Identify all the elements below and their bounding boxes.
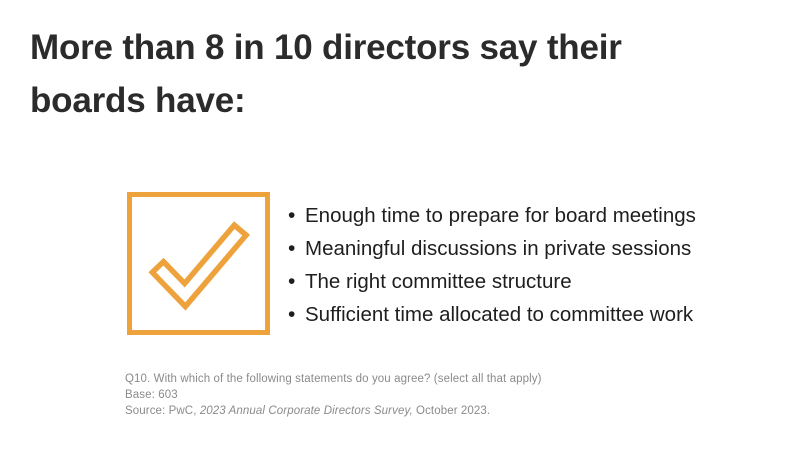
bullet-text: Sufficient time allocated to committee w… [305,303,694,326]
bullet-icon: • [288,237,296,260]
list-item: • Enough time to prepare for board meeti… [288,199,696,232]
bullet-icon: • [288,303,296,326]
list-item: • Sufficient time allocated to committee… [288,298,696,331]
bullet-text: The right committee structure [305,270,572,293]
footnote-source: Source: PwC, 2023 Annual Corporate Direc… [125,403,542,419]
bullet-text: Enough time to prepare for board meeting… [305,204,696,227]
footnote-source-prefix: Source: PwC, [125,405,200,418]
footnote-source-survey-title: 2023 Annual Corporate Directors Survey, [199,405,413,418]
bullet-icon: • [288,204,296,227]
footnote-question: Q10. With which of the following stateme… [125,373,542,385]
figure: • Enough time to prepare for board meeti… [127,192,787,335]
page-title-line-2: boards have: [30,81,246,120]
checkmark-icon [147,221,250,311]
footnote-source-suffix: October 2023. [412,405,491,418]
footnote-base: Base: 603 [125,389,178,402]
page-title: More than 8 in 10 directors say their bo… [30,21,775,127]
list-item: • The right committee structure [288,265,696,298]
list-item: • Meaningful discussions in private sess… [288,232,696,265]
bullet-icon: • [288,270,296,293]
checkbox-graphic [127,192,270,335]
bullet-list: • Enough time to prepare for board meeti… [288,199,696,331]
page-title-line-1: More than 8 in 10 directors say their [30,28,622,67]
bullet-text: Meaningful discussions in private sessio… [305,237,692,260]
footnotes: Q10. With which of the following stateme… [125,371,542,420]
